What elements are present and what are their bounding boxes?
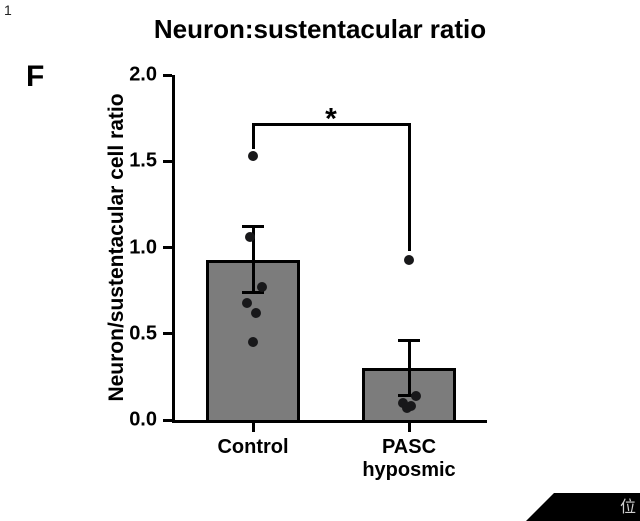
y-axis-line	[172, 75, 175, 423]
x-tick-label: Control	[175, 436, 331, 459]
data-point	[248, 151, 258, 161]
data-point	[248, 337, 258, 347]
data-point	[402, 403, 412, 413]
error-cap	[242, 225, 264, 228]
x-tick-label: PASC hyposmic	[331, 436, 487, 482]
y-tick	[163, 419, 172, 422]
significance-bracket	[252, 123, 255, 149]
x-axis-line	[172, 420, 487, 423]
y-tick	[163, 332, 172, 335]
y-axis-title: Neuron/sustentacular cell ratio	[105, 75, 129, 420]
data-point	[404, 255, 414, 265]
watermark-tail: 位	[620, 493, 636, 517]
significance-star: *	[325, 103, 337, 137]
data-point	[245, 232, 255, 242]
panel-label: F	[26, 60, 44, 94]
x-tick	[252, 423, 255, 432]
data-point	[242, 298, 252, 308]
data-point	[257, 282, 267, 292]
significance-bracket	[408, 123, 411, 251]
x-tick	[408, 423, 411, 432]
chart-title: Neuron:sustentacular ratio	[0, 14, 640, 45]
y-tick	[163, 160, 172, 163]
figure-canvas: 1 Neuron:sustentacular ratio F 0.00.51.0…	[0, 0, 640, 521]
error-bar	[408, 341, 411, 396]
y-tick	[163, 74, 172, 77]
y-tick	[163, 246, 172, 249]
data-point	[411, 391, 421, 401]
plot-area: 0.00.51.01.52.0ControlPASC hyposmic*	[175, 75, 487, 420]
error-cap	[398, 339, 420, 342]
data-point	[251, 308, 261, 318]
